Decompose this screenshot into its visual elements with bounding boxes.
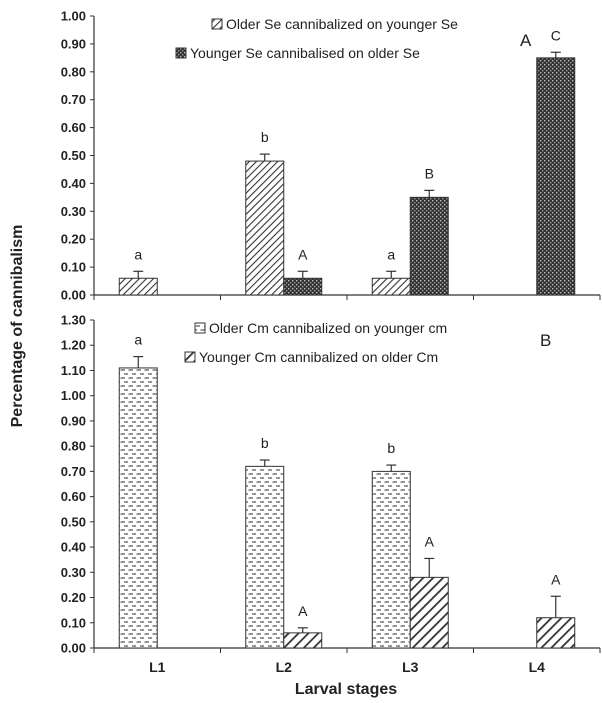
bar	[245, 465, 285, 649]
bar	[371, 277, 411, 296]
y-tick-label: 0.30	[61, 565, 86, 580]
x-tick-label: L4	[529, 659, 546, 675]
y-tick-label: 0.80	[61, 64, 86, 79]
y-tick-label: 0.60	[61, 489, 86, 504]
bar	[409, 196, 449, 296]
y-tick-label: 0.00	[61, 288, 86, 303]
legend-swatch	[211, 18, 223, 30]
y-tick-label: 0.90	[61, 36, 86, 51]
x-tick-label: L2	[276, 659, 293, 675]
y-tick-label: 1.20	[61, 338, 86, 353]
panel-label: B	[540, 331, 551, 350]
y-tick-label: 0.40	[61, 176, 86, 191]
y-tick-label: 0.50	[61, 514, 86, 529]
legend-label: Older Se cannibalized on younger Se	[226, 16, 458, 32]
bar	[118, 277, 158, 296]
y-tick-label: 0.20	[61, 590, 86, 605]
panel-b-chart: 0.00 0.10 0.20 0.30 0.40 0.50 0.60 0.70 0.80 0.90…	[61, 313, 601, 675]
y-tick-label: 0.70	[61, 464, 86, 479]
significance-letter: A	[298, 603, 308, 619]
significance-letter: C	[551, 27, 561, 43]
bar	[118, 367, 158, 649]
y-tick-label: 0.70	[61, 92, 86, 107]
y-tick-label: 1.10	[61, 363, 86, 378]
significance-letter: a	[134, 246, 142, 262]
legend-label: Younger Cm cannibalized on older Cm	[199, 349, 438, 365]
legend-swatch	[194, 322, 206, 334]
y-tick-label: 0.10	[61, 260, 86, 275]
y-tick-label: 1.00	[61, 9, 86, 24]
significance-letter: b	[261, 435, 269, 451]
significance-letter: a	[387, 246, 395, 262]
legend-swatch	[175, 47, 187, 59]
y-tick-label: 0.20	[61, 232, 86, 247]
bar	[536, 57, 576, 296]
bar	[409, 576, 449, 649]
y-tick-label: 0.60	[61, 120, 86, 135]
y-tick-label: 0.10	[61, 615, 86, 630]
bar	[283, 632, 323, 649]
significance-letter: A	[298, 246, 308, 262]
x-tick-label: L3	[402, 659, 419, 675]
bar	[245, 160, 285, 296]
y-tick-label: 1.00	[61, 388, 86, 403]
y-tick-label: 0.80	[61, 439, 86, 454]
x-axis-title: Larval stages	[295, 681, 397, 698]
significance-letter: A	[425, 533, 435, 549]
significance-letter: B	[425, 165, 434, 181]
legend-label: Older Cm cannibalized on younger cm	[209, 320, 447, 336]
y-axis-title: Percentage of cannibalism	[9, 225, 26, 428]
significance-letter: a	[134, 332, 142, 348]
y-tick-label: 0.30	[61, 204, 86, 219]
bar	[371, 470, 411, 649]
significance-letter: b	[387, 440, 395, 456]
panel-a-chart: 0.00 0.10 0.20 0.30 0.40 0.50 0.60 0.70 0.80 0.90…	[61, 9, 601, 303]
panel-label: A	[520, 31, 532, 50]
x-tick-label: L1	[149, 659, 166, 675]
significance-letter: b	[261, 129, 269, 145]
y-tick-label: 1.30	[61, 313, 86, 328]
y-tick-label: 0.40	[61, 540, 86, 555]
y-tick-label: 0.00	[61, 641, 86, 656]
significance-letter: A	[551, 571, 561, 587]
bar	[536, 617, 576, 649]
legend-label: Younger Se cannibalised on older Se	[190, 45, 420, 61]
legend-swatch	[184, 351, 196, 363]
y-tick-label: 0.90	[61, 413, 86, 428]
y-tick-label: 0.50	[61, 148, 86, 163]
bar	[283, 277, 323, 296]
